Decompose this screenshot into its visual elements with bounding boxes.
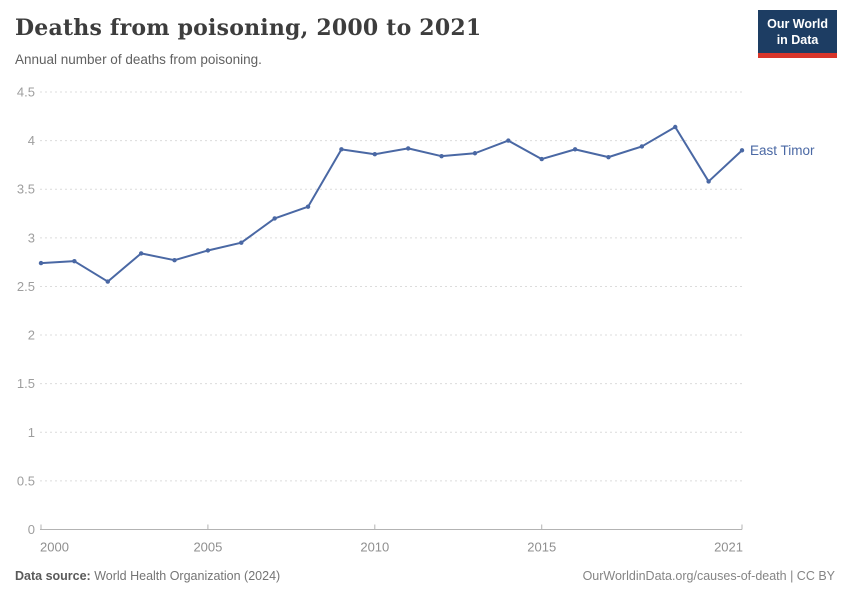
x-tick-label: 2021: [714, 540, 743, 555]
data-point[interactable]: [372, 152, 378, 157]
entity-label[interactable]: East Timor: [750, 143, 815, 158]
data-point[interactable]: [606, 154, 611, 160]
y-tick-label: 1: [28, 425, 35, 440]
data-point[interactable]: [272, 216, 277, 221]
data-point[interactable]: [572, 147, 578, 152]
x-axis: [40, 524, 743, 530]
chart-title: Deaths from poisoning, 2000 to 2021: [15, 15, 482, 41]
y-tick-label: 4: [28, 133, 35, 148]
data-point[interactable]: [138, 251, 144, 256]
data-point[interactable]: [706, 179, 711, 184]
data-point[interactable]: [105, 279, 110, 284]
data-point[interactable]: [405, 146, 411, 151]
chart-subtitle: Annual number of deaths from poisoning.: [15, 52, 262, 67]
x-axis-labels: 2000 2005 2010 2015 2021: [40, 540, 743, 555]
owid-logo[interactable]: Our World in Data: [758, 10, 837, 58]
y-tick-label: 1.5: [17, 376, 35, 391]
data-point[interactable]: [172, 257, 177, 263]
x-tick-label: 2010: [360, 540, 389, 555]
data-point[interactable]: [339, 147, 344, 152]
owid-logo-line1: Our World: [767, 17, 828, 31]
x-tick-label: 2015: [527, 540, 556, 555]
y-tick-label: 2.5: [17, 279, 35, 294]
y-tick-label: 0.5: [17, 473, 35, 488]
data-point[interactable]: [239, 240, 244, 245]
y-tick-label: 0: [28, 522, 35, 537]
data-point[interactable]: [673, 124, 678, 130]
data-source-note: Data source: World Health Organization (…: [15, 569, 280, 583]
data-point[interactable]: [72, 258, 77, 264]
y-tick-label: 3: [28, 230, 35, 245]
data-point[interactable]: [472, 151, 478, 156]
data-point[interactable]: [439, 153, 444, 159]
data-point[interactable]: [305, 204, 311, 209]
data-point[interactable]: [539, 156, 544, 162]
chart-footer: Data source: World Health Organization (…: [15, 569, 835, 583]
data-source-label: Data source:: [15, 569, 91, 583]
x-tick-label: 2000: [40, 540, 69, 555]
y-tick-label: 2: [28, 328, 35, 343]
x-tick-label: 2005: [193, 540, 222, 555]
data-point[interactable]: [739, 148, 745, 153]
y-axis-labels: 0 0.5 1 1.5 2 2.5 3 3.5 4 4.5: [17, 85, 35, 538]
data-point[interactable]: [38, 260, 44, 266]
data-line[interactable]: [40, 126, 743, 283]
attribution-link[interactable]: OurWorldinData.org/causes-of-death | CC …: [582, 569, 835, 583]
y-tick-label: 3.5: [17, 182, 35, 197]
y-tick-label: 4.5: [17, 85, 35, 100]
gridlines-group: [40, 91, 742, 482]
data-point[interactable]: [205, 248, 211, 253]
owid-logo-line2: in Data: [776, 33, 819, 48]
data-series-east-timor[interactable]: [38, 124, 745, 284]
data-point[interactable]: [639, 144, 645, 149]
data-point[interactable]: [506, 138, 511, 143]
data-source-value: World Health Organization (2024): [90, 569, 281, 583]
